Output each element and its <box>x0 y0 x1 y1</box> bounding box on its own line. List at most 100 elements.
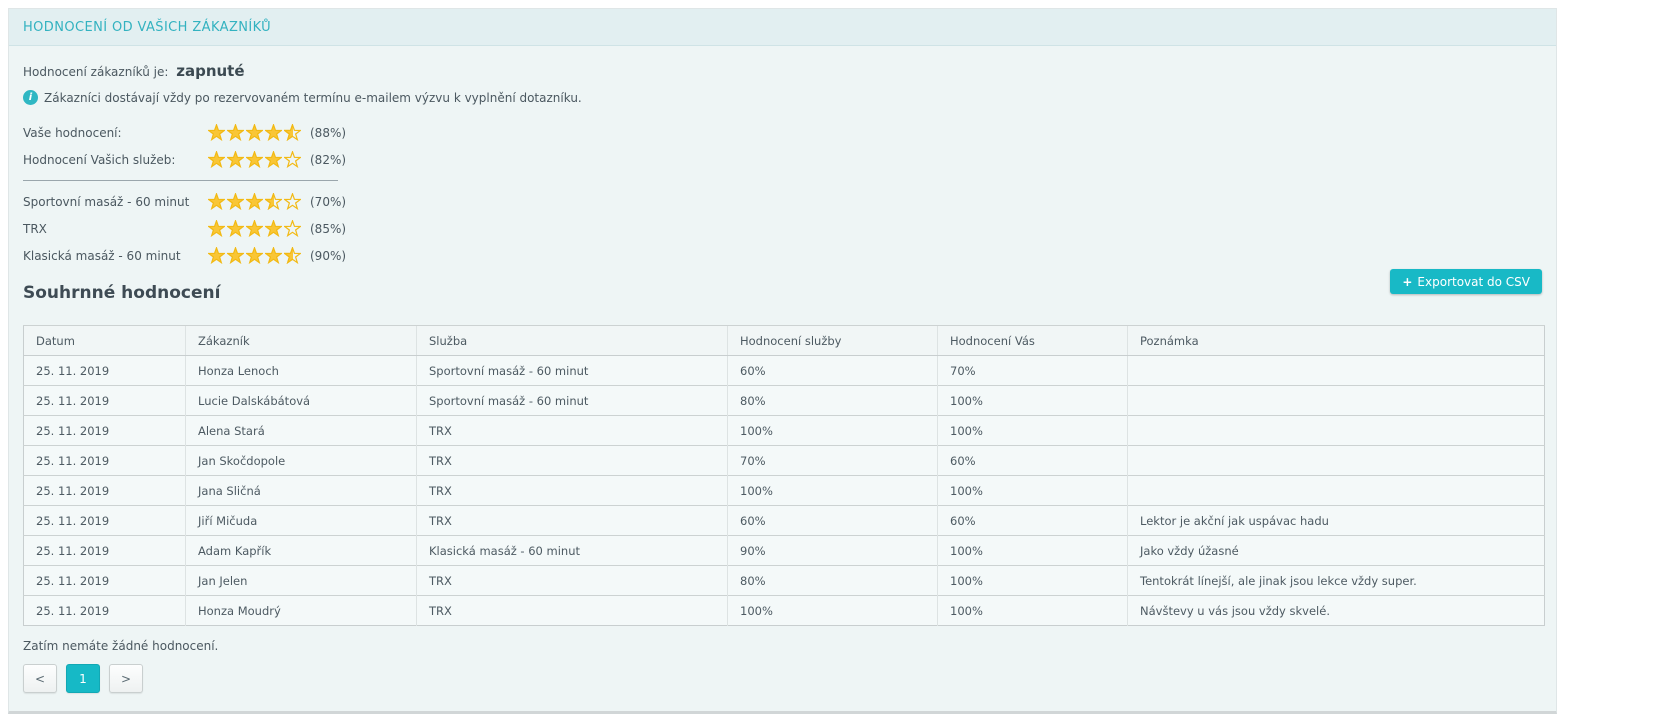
table-cell: 100% <box>727 415 938 446</box>
panel-body: Hodnocení zákazníků je: zapnuté i Zákazn… <box>9 62 1556 693</box>
table-cell: 90% <box>727 535 938 566</box>
table-cell: 100% <box>937 565 1128 596</box>
table-row: 25. 11. 2019 Alena Stará TRX 100% 100% <box>23 415 1545 446</box>
full-star-icon <box>246 220 263 237</box>
table-cell: Sportovní masáž - 60 minut <box>416 355 728 386</box>
export-csv-button[interactable]: + Exportovat do CSV <box>1390 269 1542 294</box>
info-text: Zákazníci dostávají vždy po rezervovaném… <box>44 90 582 105</box>
full-star-icon <box>208 220 225 237</box>
ratings-overall-group: Vaše hodnocení: (88%) Hodnocení Vašich sl… <box>23 119 1542 173</box>
full-star-icon <box>227 124 244 141</box>
column-header: Hodnocení služby <box>727 325 938 356</box>
table-cell: TRX <box>416 595 728 626</box>
table-row: 25. 11. 2019 Jan Skočdopole TRX 70% 60% <box>23 445 1545 476</box>
table-cell: Alena Stará <box>185 415 417 446</box>
table-cell: 25. 11. 2019 <box>23 385 186 416</box>
empty-ratings-note: Zatím nemáte žádné hodnocení. <box>23 639 219 653</box>
export-csv-label: Exportovat do CSV <box>1417 274 1530 289</box>
star-rating <box>208 151 303 168</box>
rating-label: Sportovní masáž - 60 minut <box>23 194 190 209</box>
ratings-panel: HODNOCENÍ OD VAŠICH ZÁKAZNÍKŮ Hodnocení … <box>8 8 1557 714</box>
full-star-icon <box>208 247 225 264</box>
pagination-page-button[interactable]: 1 <box>66 664 100 693</box>
table-cell: 100% <box>727 475 938 506</box>
table-cell: Sportovní masáž - 60 minut <box>416 385 728 416</box>
panel-header: HODNOCENÍ OD VAŠICH ZÁKAZNÍKŮ <box>9 9 1556 46</box>
full-star-icon <box>208 151 225 168</box>
rating-percent: (70%) <box>310 194 347 209</box>
table-cell: 25. 11. 2019 <box>23 565 186 596</box>
table-cell <box>1127 445 1545 476</box>
table-row: 25. 11. 2019 Adam Kapřík Klasická masáž - … <box>23 535 1545 566</box>
column-header: Zákazník <box>185 325 417 356</box>
ratings-table: Datum Zákazník Služba Hodnocení služby Hodno… <box>23 325 1545 626</box>
info-icon: i <box>23 90 38 105</box>
empty-star-icon <box>284 220 301 237</box>
full-star-icon <box>246 124 263 141</box>
table-header-row: Datum Zákazník Služba Hodnocení služby Hodno… <box>23 325 1545 356</box>
table-cell: Adam Kapřík <box>185 535 417 566</box>
table-cell: TRX <box>416 445 728 476</box>
table-cell: 80% <box>727 565 938 596</box>
empty-star-icon <box>284 151 301 168</box>
full-star-icon <box>227 247 244 264</box>
full-star-icon <box>227 220 244 237</box>
table-cell: 100% <box>937 385 1128 416</box>
table-cell: 100% <box>937 475 1128 506</box>
rating-row: Hodnocení Vašich služeb: (82%) <box>23 146 1542 173</box>
table-cell: 100% <box>937 595 1128 626</box>
table-cell: 60% <box>937 505 1128 536</box>
rating-label: Klasická masáž - 60 minut <box>23 248 181 263</box>
table-row: 25. 11. 2019 Lucie Dalskábátová Sportovní … <box>23 385 1545 416</box>
rating-percent: (82%) <box>310 152 347 167</box>
table-row: 25. 11. 2019 Jiří Mičuda TRX 60% 60% Lektor j… <box>23 505 1545 536</box>
rating-percent: (85%) <box>310 221 347 236</box>
table-cell: TRX <box>416 415 728 446</box>
plus-icon: + <box>1402 274 1413 289</box>
status-label: Hodnocení zákazníků je: <box>23 65 169 79</box>
full-star-icon <box>208 124 225 141</box>
table-cell: 80% <box>727 385 938 416</box>
rating-row: Vaše hodnocení: (88%) <box>23 119 1542 146</box>
table-cell: Návštevy u vás jsou vždy skvelé. <box>1127 595 1545 626</box>
pagination-prev-button[interactable]: < <box>23 664 57 693</box>
table-cell: 100% <box>727 595 938 626</box>
half-star-icon <box>265 193 282 210</box>
table-cell: 25. 11. 2019 <box>23 475 186 506</box>
table-cell: 100% <box>937 415 1128 446</box>
rating-label: Hodnocení Vašich služeb: <box>23 152 176 167</box>
table-cell: Tentokrát línejší, ale jinak jsou lekce … <box>1127 565 1545 596</box>
rating-row: TRX (85%) <box>23 215 1542 242</box>
ratings-status-line: Hodnocení zákazníků je: zapnuté <box>23 62 1542 80</box>
table-cell <box>1127 355 1545 386</box>
full-star-icon <box>227 151 244 168</box>
table-cell <box>1127 385 1545 416</box>
table-row: 25. 11. 2019 Honza Lenoch Sportovní masáž … <box>23 355 1545 386</box>
table-cell: 25. 11. 2019 <box>23 415 186 446</box>
rating-label: TRX <box>23 221 47 236</box>
full-star-icon <box>227 193 244 210</box>
section-title: Souhrnné hodnocení <box>23 283 221 303</box>
status-value: zapnuté <box>176 62 245 80</box>
table-cell: 60% <box>727 355 938 386</box>
pagination: <1 > <box>23 664 1542 693</box>
table-cell: Jan Skočdopole <box>185 445 417 476</box>
table-cell: 70% <box>727 445 938 476</box>
table-cell: Honza Lenoch <box>185 355 417 386</box>
table-row: 25. 11. 2019 Jan Jelen TRX 80% 100% Tentokrát… <box>23 565 1545 596</box>
table-cell: Lektor je akční jak uspávac hadu <box>1127 505 1545 536</box>
table-cell: Jiří Mičuda <box>185 505 417 536</box>
full-star-icon <box>246 193 263 210</box>
star-rating <box>208 193 303 210</box>
table-cell: 60% <box>727 505 938 536</box>
table-cell: 25. 11. 2019 <box>23 535 186 566</box>
half-star-icon <box>284 124 301 141</box>
table-cell: 60% <box>937 445 1128 476</box>
full-star-icon <box>246 247 263 264</box>
column-header: Hodnocení Vás <box>937 325 1128 356</box>
rating-label: Vaše hodnocení: <box>23 125 122 140</box>
pagination-next-button[interactable]: > <box>109 664 143 693</box>
full-star-icon <box>208 193 225 210</box>
rating-percent: (90%) <box>310 248 347 263</box>
table-cell: 70% <box>937 355 1128 386</box>
